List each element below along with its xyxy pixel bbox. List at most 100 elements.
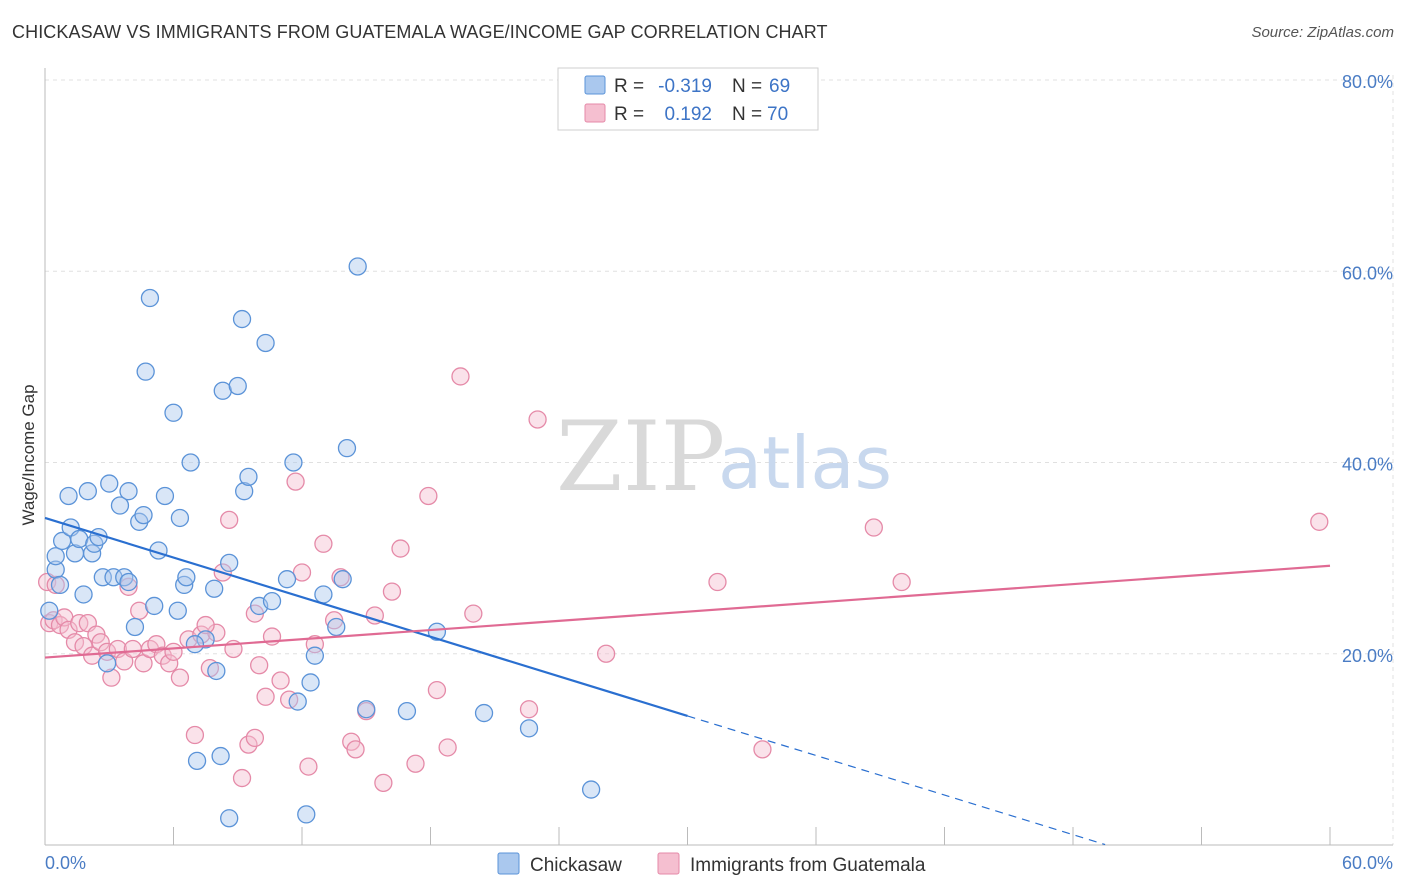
point-chickasaw (207, 661, 226, 681)
point-guatemala (250, 656, 269, 675)
point-guatemala (438, 738, 457, 757)
trend-line-chickasaw (44, 516, 688, 717)
point-chickasaw (46, 547, 65, 566)
legend-swatch-chickasaw (497, 852, 520, 875)
point-chickasaw (110, 496, 130, 515)
point-chickasaw (284, 453, 303, 472)
point-chickasaw (305, 646, 325, 665)
point-chickasaw (93, 568, 112, 587)
point-guatemala (708, 572, 727, 592)
point-guatemala (185, 725, 205, 745)
point-chickasaw (164, 403, 183, 422)
point-guatemala (170, 668, 190, 687)
x-tick-label: 0.0% (45, 853, 86, 873)
point-guatemala (196, 615, 215, 635)
point-chickasaw (228, 376, 247, 396)
point-guatemala (271, 671, 290, 690)
point-guatemala (292, 563, 312, 582)
point-chickasaw (288, 692, 307, 711)
point-chickasaw (357, 700, 376, 719)
legend-label-chickasaw: Chickasaw (530, 855, 622, 876)
point-guatemala (232, 768, 252, 788)
point-guatemala (892, 572, 911, 592)
trend-lines (44, 516, 1331, 846)
point-chickasaw (220, 553, 239, 573)
point-chickasaw (427, 622, 447, 641)
point-chickasaw (519, 719, 539, 738)
axes (44, 68, 1393, 846)
legend-n-value: 70 (767, 104, 788, 125)
point-guatemala (239, 735, 258, 754)
point-guatemala (91, 633, 110, 652)
legend-n-value: 69 (769, 76, 790, 97)
point-guatemala (324, 611, 344, 630)
point-guatemala (406, 754, 425, 773)
point-chickasaw (185, 635, 205, 654)
point-guatemala (753, 740, 772, 759)
point-chickasaw (314, 585, 333, 604)
point-guatemala (451, 367, 470, 386)
trend-line-chickasaw-extrapolated (687, 715, 1106, 846)
point-guatemala (286, 472, 305, 491)
point-guatemala (382, 582, 402, 601)
legend-label-guatemala: Immigrants from Guatemala (690, 855, 926, 876)
point-chickasaw (187, 751, 207, 770)
point-chickasaw (168, 601, 187, 620)
legend-n-label: N = (732, 76, 762, 97)
point-guatemala (528, 410, 547, 429)
series-legend: Chickasaw Immigrants from Guatemala (497, 852, 926, 876)
point-chickasaw (136, 362, 155, 381)
point-chickasaw (181, 453, 200, 472)
legend-swatch-guatemala (584, 103, 606, 123)
legend-swatch-guatemala (657, 852, 680, 875)
point-chickasaw (59, 486, 78, 506)
point-chickasaw (239, 467, 258, 486)
point-guatemala (314, 534, 333, 553)
point-guatemala (256, 687, 275, 706)
x-tick-label: 60.0% (1342, 853, 1393, 873)
x-tick-labels: 0.0% 60.0% (45, 853, 1393, 873)
point-chickasaw (119, 572, 138, 592)
point-chickasaw (100, 474, 119, 493)
point-guatemala (346, 740, 365, 759)
point-guatemala (245, 728, 265, 748)
point-chickasaw (337, 439, 357, 458)
point-chickasaw (235, 482, 254, 501)
point-guatemala (160, 654, 179, 673)
point-chickasaw (119, 482, 138, 501)
point-chickasaw (196, 630, 215, 649)
point-chickasaw (581, 780, 601, 799)
point-chickasaw (134, 505, 153, 525)
watermark: ZIP atlas (556, 401, 892, 513)
point-chickasaw (177, 568, 196, 587)
y-tick-label: 20.0% (1342, 646, 1393, 666)
point-chickasaw (297, 805, 316, 824)
y-axis-label: Wage/Income Gap (19, 384, 38, 525)
y-tick-labels: 20.0% 40.0% 60.0% 80.0% (1342, 72, 1393, 666)
gridlines (45, 75, 1394, 845)
point-guatemala (427, 680, 447, 700)
point-chickasaw (220, 809, 239, 828)
y-tick-label: 40.0% (1342, 455, 1393, 475)
series-chickasaw-points (40, 257, 601, 828)
point-chickasaw (170, 508, 190, 528)
point-chickasaw (78, 482, 97, 501)
point-chickasaw (397, 701, 417, 721)
point-chickasaw (333, 570, 352, 589)
point-guatemala (119, 577, 138, 596)
point-guatemala (464, 604, 483, 623)
legend-r-value: -0.319 (658, 76, 712, 97)
point-guatemala (1310, 512, 1329, 531)
chart-source: Source: ZipAtlas.com (1251, 24, 1394, 41)
point-guatemala (596, 644, 616, 663)
watermark-atlas: atlas (718, 421, 892, 505)
point-guatemala (299, 757, 318, 776)
point-chickasaw (256, 333, 275, 353)
legend-r-value: 0.192 (664, 104, 712, 125)
legend-r-label: R = (614, 76, 644, 97)
legend-r-label: R = (614, 104, 644, 125)
point-chickasaw (232, 309, 252, 329)
chart-title: CHICKASAW VS IMMIGRANTS FROM GUATEMALA W… (12, 22, 828, 42)
legend-swatch-chickasaw (584, 75, 606, 95)
point-chickasaw (40, 601, 59, 620)
